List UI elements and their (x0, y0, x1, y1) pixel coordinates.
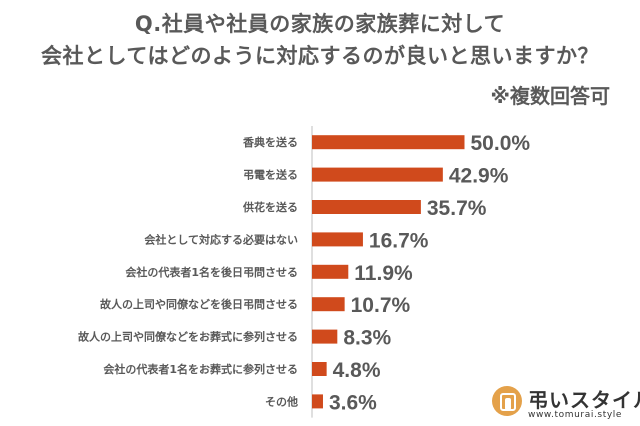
category-label: 会社として対応する必要はない (144, 232, 298, 246)
category-label: 故人の上司や同僚などをお葬式に参列させる (78, 330, 298, 344)
category-label: 会社の代表者1名をお葬式に参列させる (103, 362, 298, 376)
bar (312, 167, 443, 182)
data-label: 50.0% (471, 132, 531, 155)
bar (312, 264, 349, 279)
chart-title-line-1: Q.社員や社員の家族の家族葬に対して (134, 12, 506, 36)
data-label: 10.7% (351, 294, 411, 317)
bar (312, 362, 327, 376)
multiple-answer-note: ※複数回答可 (490, 84, 610, 108)
bar (312, 329, 338, 344)
data-label: 11.9% (354, 262, 413, 285)
brand-logo: 弔いスタイル www.tomurai.style (492, 384, 640, 424)
chart-title-line-2: 会社としてはどのように対応するのが良いと思いますか？ (41, 44, 599, 68)
data-label: 3.6% (329, 391, 377, 414)
data-label: 8.3% (343, 327, 391, 350)
tomurai-logo-icon (492, 386, 522, 416)
bar (312, 232, 363, 247)
brand-name: 弔いスタイル (528, 388, 640, 412)
bar (312, 394, 323, 409)
data-label: 35.7% (427, 197, 487, 220)
bar (312, 135, 465, 150)
category-label: 会社の代表者1名を後日弔問させる (125, 265, 298, 279)
category-label: 弔電を送る (243, 168, 298, 182)
bar (312, 297, 345, 312)
category-label: その他 (265, 394, 298, 408)
data-label: 4.8% (333, 359, 381, 382)
brand-url: www.tomurai.style (528, 410, 622, 420)
category-label: 香典を送る (242, 135, 298, 149)
category-label: 供花を送る (242, 200, 298, 214)
data-label: 42.9% (449, 165, 509, 188)
category-label: 故人の上司や同僚などを後日弔問させる (100, 297, 298, 311)
bar (312, 200, 421, 214)
data-label: 16.7% (369, 229, 429, 252)
